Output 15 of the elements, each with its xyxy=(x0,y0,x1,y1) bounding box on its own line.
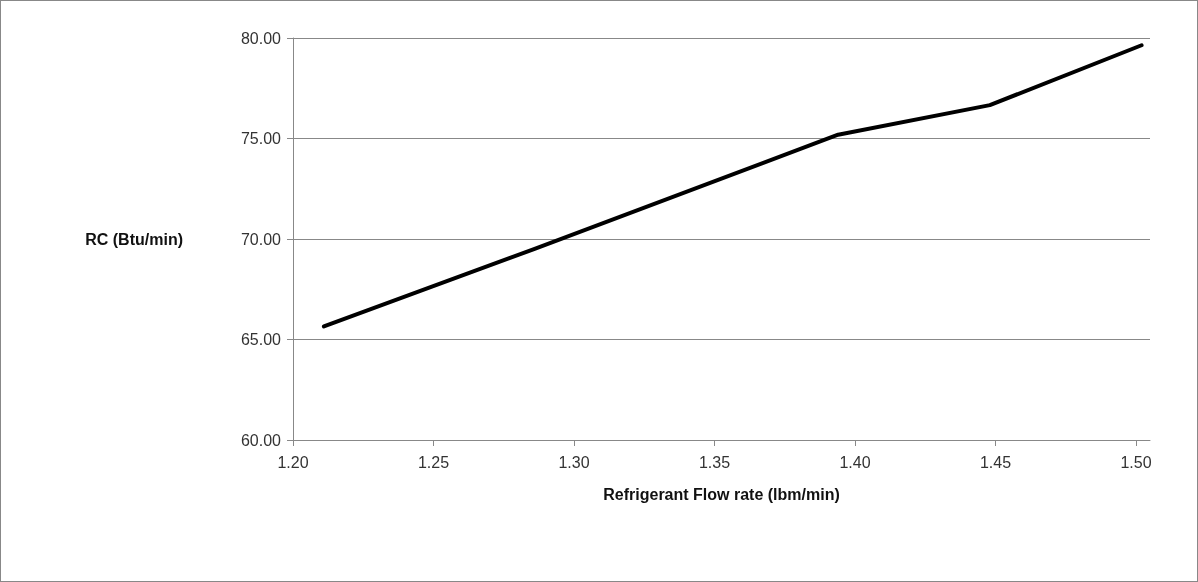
y-tick-label: 60.00 xyxy=(240,431,282,449)
y-tick-label: 75.00 xyxy=(240,130,282,147)
x-tick-label: 1.25 xyxy=(417,453,450,471)
y-tick-label: 80.00 xyxy=(240,29,282,47)
x-tick-label: 1.30 xyxy=(558,453,590,471)
x-tick-label: 1.45 xyxy=(979,453,1012,471)
x-tick-label: 1.35 xyxy=(698,453,731,471)
y-tick-label: 65.00 xyxy=(240,331,282,348)
x-tick-label: 1.40 xyxy=(839,453,871,471)
line-series xyxy=(321,43,1144,329)
y-tick-label: 70.00 xyxy=(240,230,282,248)
x-tick-label: 1.50 xyxy=(1120,453,1152,471)
x-tick-label: 1.20 xyxy=(277,453,309,471)
y-axis-title: RC (Btu/min) xyxy=(85,230,183,248)
x-axis-title: Refrigerant Flow rate (lbm/min) xyxy=(603,485,840,503)
